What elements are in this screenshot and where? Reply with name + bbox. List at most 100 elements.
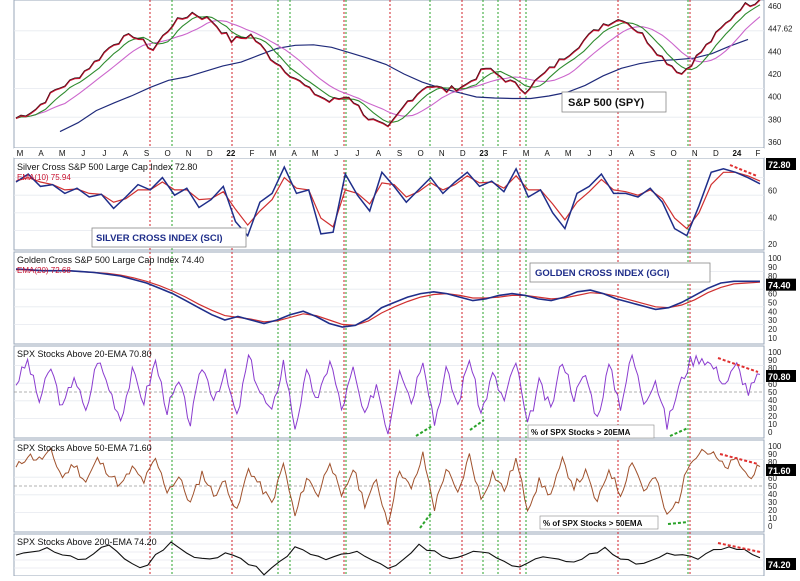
month-tick-label: N — [186, 149, 192, 158]
month-tick-label: D — [460, 149, 466, 158]
pct50-uptrend-arrow-1 — [419, 511, 433, 529]
trend-arrows — [415, 164, 761, 553]
pct50-title: SPX Stocks Above 50-EMA 71.60 — [17, 443, 152, 453]
gci-title: Golden Cross S&P 500 Large Cap Index 74.… — [17, 255, 204, 265]
gci-line — [15, 268, 760, 328]
month-tick-label: 23 — [479, 149, 488, 158]
month-tick-label: A — [629, 149, 635, 158]
month-tick-label: A — [544, 149, 550, 158]
pct20-downtrend-arrow — [717, 357, 759, 373]
pct200-title: SPX Stocks Above 200-EMA 74.20 — [17, 537, 157, 547]
spy-axis-tick: 380 — [768, 115, 782, 124]
month-tick-label: F — [503, 149, 508, 158]
pct50-annotation: % of SPX Stocks > 50EMA — [543, 519, 643, 528]
sci-value-badge-text: 72.80 — [768, 160, 791, 170]
spy-200-ma-line — [59, 38, 749, 133]
pct50-axis-tick: 90 — [768, 450, 777, 459]
month-axis: M A M J J A S O N D 22 F M A M J J A S O N D 23 F M A M J J A S O N D 24 F — [17, 149, 761, 158]
month-tick-label: J — [587, 149, 591, 158]
pct20-axis-tick: 20 — [768, 412, 777, 421]
sci-annotation-box — [91, 227, 247, 248]
pct50-axis-tick: 0 — [768, 522, 773, 531]
grid-layer — [14, 30, 764, 569]
pct50-axis-tick: 100 — [768, 442, 782, 451]
spy-axis-tick: 440 — [768, 47, 782, 56]
pct20-axis-tick: 80 — [768, 364, 777, 373]
month-tick-label: S — [397, 149, 402, 158]
pct50-uptrend-arrow-2 — [667, 521, 689, 525]
gci-axis-tick: 50 — [768, 298, 777, 307]
gci-axis-tick: 20 — [768, 325, 777, 334]
pct20-axis-tick: 10 — [768, 420, 777, 429]
gci-panel-frame — [13, 251, 765, 345]
spy-label-box: S&P 500 (SPY) — [561, 91, 667, 113]
month-tick-label: M — [59, 149, 66, 158]
month-tick-label: M — [17, 149, 24, 158]
month-tick-label: O — [418, 149, 424, 158]
month-tick-label: D — [207, 149, 213, 158]
pct20-axis-tick: 90 — [768, 356, 777, 365]
spy-axis-tick: 460 — [768, 2, 782, 11]
month-axis-strip — [14, 148, 764, 158]
pct20-annotation: % of SPX Stocks > 20EMA — [531, 428, 631, 437]
spy-price-line-red — [15, 0, 761, 128]
pct20-title: SPX Stocks Above 20-EMA 70.80 — [17, 349, 152, 359]
spy-axis-tick: 447.62 — [768, 25, 793, 34]
pct20-axis-tick: 100 — [768, 348, 782, 357]
sci-title: Silver Cross S&P 500 Large Cap Index 72.… — [17, 162, 197, 172]
gci-value-badge-text: 74.40 — [768, 281, 791, 291]
gci-ema-label: EMA(20) 72.68 — [17, 266, 71, 275]
month-tick-label: A — [123, 149, 129, 158]
sci-annotation: SILVER CROSS INDEX (SCI) — [96, 233, 223, 244]
month-tick-label: D — [713, 149, 719, 158]
pct50-line — [15, 447, 761, 525]
pct200-line — [15, 541, 761, 576]
spy-axis-tick: 360 — [768, 138, 782, 147]
sci-axis-tick: 20 — [768, 240, 777, 249]
pct50-axis-tick: 40 — [768, 490, 777, 499]
sci-line — [15, 165, 761, 238]
spy-20-ma-line — [15, 4, 761, 123]
pct200-value-badge-text: 74.20 — [768, 560, 791, 570]
pct20-uptrend-arrow-1 — [415, 425, 433, 437]
gci-axis-tick: 90 — [768, 263, 777, 272]
pct20-annotation-box — [527, 424, 655, 439]
pct20-value-badge — [766, 370, 796, 382]
gci-axis-tick: 60 — [768, 290, 777, 299]
month-tick-label: N — [692, 149, 698, 158]
gci-axis-tick: 40 — [768, 307, 777, 316]
sci-ema-label: EMA(10) 75.94 — [17, 173, 71, 182]
month-tick-label: O — [671, 149, 677, 158]
spy-price-line-black — [15, 0, 760, 127]
pct50-downtrend-arrow — [719, 453, 759, 465]
gci-axis-tick: 100 — [768, 254, 782, 263]
month-tick-label: A — [38, 149, 44, 158]
pct50-value-badge — [766, 464, 796, 476]
month-tick-label: S — [650, 149, 655, 158]
gci-value-badge — [766, 278, 796, 291]
gci-axis-tick: 30 — [768, 316, 777, 325]
pct200-downtrend-arrow — [717, 542, 761, 553]
pct50-axis-tick: 50 — [768, 482, 777, 491]
pct50-axis-tick: 30 — [768, 498, 777, 507]
pct20-axis-tick: 60 — [768, 380, 777, 389]
month-tick-label: J — [102, 149, 106, 158]
pct50-axis-tick: 10 — [768, 514, 777, 523]
month-tick-label: N — [439, 149, 445, 158]
right-axes: 460447.6244042040038036072.8060402010090… — [766, 2, 796, 570]
sci-value-badge — [766, 158, 796, 170]
month-tick-label: J — [81, 149, 85, 158]
pct20-axis-tick: 40 — [768, 396, 777, 405]
month-tick-label: J — [355, 149, 359, 158]
gci-annotation-box — [529, 262, 711, 283]
month-tick-label: F — [756, 149, 761, 158]
month-tick-label: O — [164, 149, 170, 158]
month-tick-label: 24 — [732, 149, 741, 158]
sci-axis-tick: 40 — [768, 213, 777, 222]
pct200-panel-frame — [13, 533, 765, 577]
month-tick-label: M — [312, 149, 319, 158]
pct50-axis-tick: 20 — [768, 506, 777, 515]
month-tick-label: S — [144, 149, 149, 158]
